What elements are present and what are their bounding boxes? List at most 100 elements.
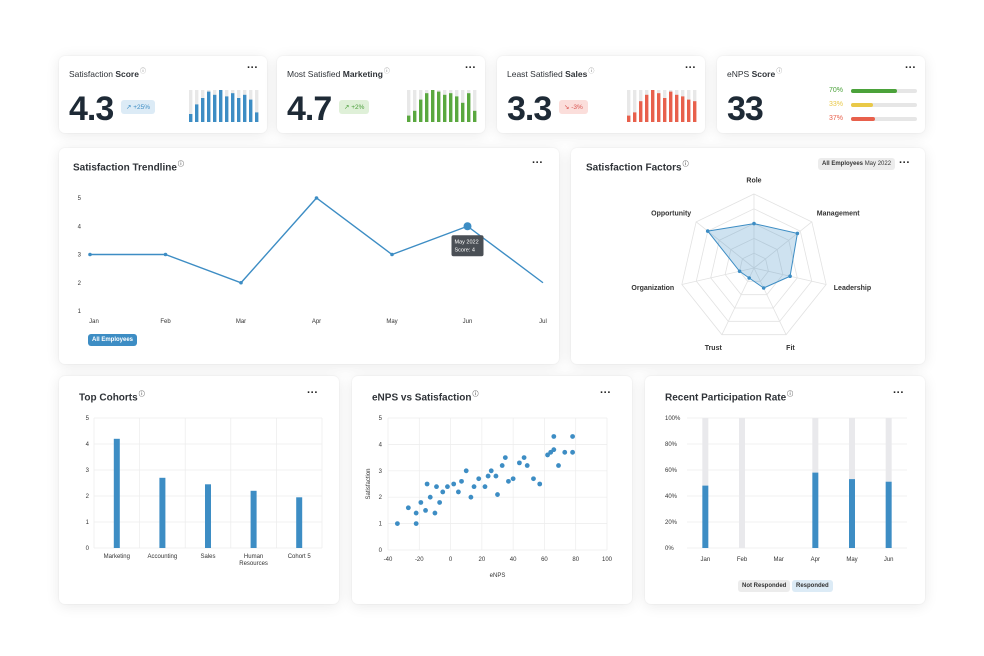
radar-grid-ring (724, 237, 784, 296)
data-point (88, 252, 92, 257)
spark-bar (213, 94, 217, 122)
spark-bar (669, 91, 673, 122)
scatter-point (521, 455, 527, 460)
kpi-value: 33 (727, 90, 764, 128)
kpi-value: 4.3 (69, 90, 114, 128)
bar-not-responded (885, 418, 892, 482)
info-icon[interactable]: ⓘ (138, 392, 145, 398)
x-tick-label: Apr (811, 557, 820, 563)
change-badge: ↗ +2% (339, 100, 370, 114)
data-point (390, 252, 394, 257)
cohorts-card: Top Cohortsⓘ ··· 0 1 2 3 4 5 Marketing Accounti… (59, 376, 339, 604)
spark-bar (249, 99, 253, 122)
cohorts-bar-chart: 0 1 2 3 4 5 Marketing Accounting Sales Human Resou… (86, 416, 323, 567)
y-tick-label: 2 (86, 494, 90, 500)
legend-not-responded[interactable]: Not Responded (738, 580, 791, 592)
scatter-point (510, 476, 516, 482)
scatter-point (463, 468, 469, 474)
more-menu-icon[interactable]: ··· (899, 157, 910, 169)
more-menu-icon[interactable]: ··· (247, 62, 258, 74)
scatter-point (424, 481, 430, 487)
more-menu-icon[interactable]: ··· (307, 387, 318, 399)
scatter-chart: 0 1 2 3 4 5 -40 -20 0 20 40 60 80 100 eNPS Satisfaction (366, 416, 613, 579)
legend-responded[interactable]: Responded (792, 580, 833, 592)
radar-spoke (695, 221, 755, 269)
spark-bar (413, 110, 417, 122)
x-tick-label: 100 (602, 557, 613, 563)
spark-bar (455, 96, 459, 122)
card-title: Top Cohortsⓘ (79, 392, 145, 404)
info-icon[interactable]: ⓘ (383, 69, 390, 75)
info-icon[interactable]: ⓘ (139, 69, 146, 75)
radar-area (706, 223, 798, 289)
x-tick-label: Jan (700, 557, 710, 563)
scatter-point (556, 463, 561, 468)
y-tick-label: 100% (665, 416, 681, 422)
info-icon[interactable]: ⓘ (177, 162, 184, 168)
kpi-title: Least Satisfied Salesⓘ (507, 68, 595, 79)
spark-bar (633, 112, 637, 122)
x-tick-label: Human Resources (239, 554, 268, 567)
trendline-chart: 1 2 3 4 5 Jan Feb Mar Apr May Jun Jul May 2022 Score:… (78, 196, 547, 325)
y-tick-label: 0 (86, 546, 90, 552)
radar-point (761, 286, 766, 290)
enps-percent: 37% (829, 115, 844, 122)
x-tick-label: May (386, 319, 397, 325)
change-badge: ↗ +25% (121, 100, 156, 114)
spark-bar (419, 99, 423, 122)
scatter-point (440, 489, 446, 495)
spark-bar (189, 114, 193, 122)
scatter-point (548, 449, 554, 455)
spark-bar-track (189, 90, 193, 122)
scatter-point (482, 484, 488, 490)
highlighted-point (463, 222, 472, 231)
info-icon[interactable]: ⓘ (472, 392, 479, 398)
x-tick-label: 40 (510, 557, 517, 563)
spark-bar (693, 101, 697, 122)
scatter-point (495, 492, 500, 497)
y-tick-label: 2 (379, 495, 383, 501)
spark-bar-track (413, 90, 417, 122)
filter-dropdown[interactable]: All Employees May 2022 (818, 158, 896, 170)
scatter-point (437, 500, 443, 505)
y-tick-label: 40% (665, 494, 678, 500)
scatter-card: eNPS vs Satisfactionⓘ ··· 0 1 2 3 4 5 -40 -20 0 2… (352, 376, 632, 604)
more-menu-icon[interactable]: ··· (600, 387, 611, 399)
series-filter-chip[interactable]: All Employees (88, 334, 138, 346)
scatter-point (570, 449, 575, 455)
more-menu-icon[interactable]: ··· (685, 62, 696, 74)
spark-bar-track (255, 90, 259, 122)
spark-bar (231, 93, 235, 122)
info-icon[interactable]: ⓘ (776, 69, 783, 75)
more-menu-icon[interactable]: ··· (465, 62, 476, 74)
more-menu-icon[interactable]: ··· (532, 157, 543, 169)
x-tick-label: -40 (384, 557, 393, 563)
radar-grid-ring (695, 208, 813, 322)
more-menu-icon[interactable]: ··· (893, 387, 904, 399)
info-icon[interactable]: ⓘ (682, 162, 689, 168)
y-tick-label: 1 (379, 522, 383, 528)
info-icon[interactable]: ⓘ (787, 392, 794, 398)
x-tick-label: May (846, 557, 857, 563)
radar-point (705, 229, 710, 233)
kpi-title: eNPS Scoreⓘ (727, 68, 783, 79)
spark-bar-track (407, 90, 411, 122)
radar-axis-label: Fit (786, 345, 795, 352)
radar-axis-label: Organization (631, 285, 674, 292)
scatter-point (493, 473, 499, 479)
x-tick-label: 80 (572, 557, 579, 563)
spark-bar (627, 115, 631, 122)
scatter-point (471, 484, 477, 490)
radar-chart: Role Management Leadership Fit Trust Organiza… (631, 178, 871, 352)
enps-fill-bar (851, 117, 876, 121)
info-icon[interactable]: ⓘ (588, 69, 595, 75)
spark-bar (243, 94, 247, 122)
scatter-point (562, 449, 568, 455)
sparkbar-chart (407, 90, 477, 122)
scatter-point (476, 476, 482, 482)
more-menu-icon[interactable]: ··· (905, 62, 916, 74)
spark-bar (201, 98, 205, 122)
y-tick-label: 3 (78, 253, 82, 259)
bar-not-responded (702, 418, 709, 486)
scatter-point (451, 481, 457, 487)
